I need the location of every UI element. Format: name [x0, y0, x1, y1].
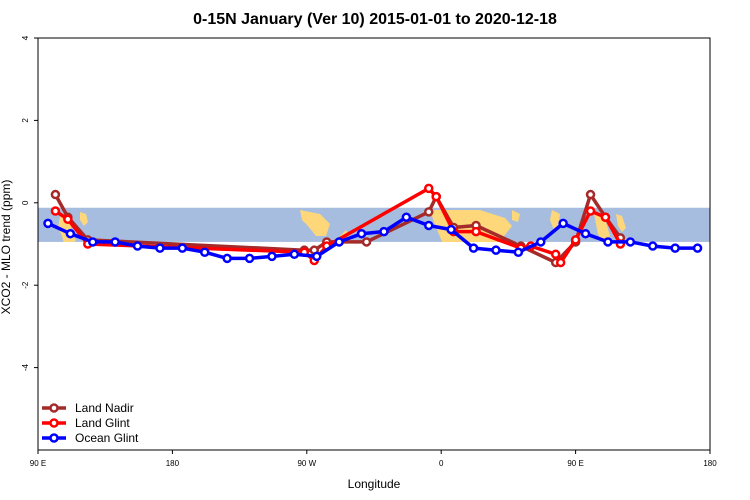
data-point	[536, 237, 546, 247]
data-point	[289, 249, 300, 260]
data-point	[110, 237, 120, 247]
data-point	[424, 207, 434, 217]
data-point	[267, 251, 277, 262]
legend-label: Land Nadir	[75, 401, 134, 415]
data-point	[692, 243, 703, 253]
x-tick-label: 90 W	[297, 459, 316, 468]
land-shape-arabia	[512, 210, 520, 222]
data-point	[468, 243, 479, 253]
data-point	[334, 237, 344, 247]
y-axis: -4 -2 0 2 4	[21, 35, 38, 371]
data-point	[65, 228, 76, 239]
data-point	[200, 247, 210, 257]
data-point	[555, 257, 566, 268]
legend-label: Ocean Glint	[75, 431, 139, 445]
data-point	[401, 212, 412, 222]
x-tick-label: 90 E	[30, 459, 46, 468]
data-point	[471, 226, 481, 237]
legend-marker	[49, 418, 59, 428]
x-tick-label: 0	[439, 459, 444, 468]
data-point	[63, 214, 73, 225]
data-point	[585, 206, 596, 216]
data-point	[670, 243, 680, 253]
data-point	[177, 243, 188, 253]
data-point	[379, 226, 389, 237]
series-layer	[43, 183, 703, 268]
land-shape-borneo	[80, 212, 88, 226]
data-point	[88, 237, 98, 247]
x-tick-label: 90 E	[567, 459, 583, 468]
y-tick-label: -2	[21, 281, 30, 289]
legend-marker	[49, 433, 59, 443]
y-tick-label: -4	[21, 363, 30, 371]
data-point	[424, 220, 434, 231]
data-point	[361, 237, 372, 247]
y-tick-label: 0	[21, 200, 30, 205]
data-point	[43, 218, 53, 229]
data-point	[550, 249, 561, 260]
data-point	[585, 189, 596, 200]
data-point	[648, 241, 658, 251]
data-point	[580, 228, 591, 239]
data-point	[491, 245, 501, 255]
data-point	[558, 218, 568, 229]
land-shape-india	[550, 210, 560, 230]
data-point	[222, 253, 232, 264]
data-point	[431, 191, 441, 202]
x-tick-label: 180	[166, 459, 180, 468]
data-point	[600, 212, 611, 222]
data-point	[603, 237, 613, 247]
data-point	[570, 235, 581, 245]
data-point	[50, 189, 61, 200]
series-line	[54, 186, 622, 265]
data-point	[50, 206, 61, 216]
y-axis-label: XCO2 - MLO trend (ppm)	[0, 180, 13, 315]
data-point	[155, 243, 165, 253]
plot-frame	[37, 37, 711, 451]
data-point	[625, 237, 636, 247]
chart-title: 0-15N January (Ver 10) 2015-01-01 to 202…	[193, 11, 557, 28]
data-point	[513, 247, 524, 257]
series-ocean-glint	[43, 212, 703, 264]
data-point	[424, 183, 434, 194]
land-shape-philippines	[616, 214, 626, 232]
y-tick-label: 2	[21, 118, 30, 123]
legend-marker	[49, 403, 59, 413]
x-axis-label: Longitude	[348, 477, 401, 491]
data-point	[356, 228, 367, 239]
land-shape-indonesia	[594, 212, 610, 242]
data-point	[312, 251, 322, 262]
legend-label: Land Glint	[75, 416, 130, 430]
y-tick-label: 4	[21, 35, 30, 40]
data-point	[446, 224, 456, 235]
data-point	[132, 241, 143, 251]
land-shape-central-america	[300, 210, 330, 236]
data-point	[244, 253, 255, 264]
x-tick-label: 180	[703, 459, 717, 468]
x-axis: 90 E 180 90 W 0 90 E 180	[30, 450, 717, 468]
